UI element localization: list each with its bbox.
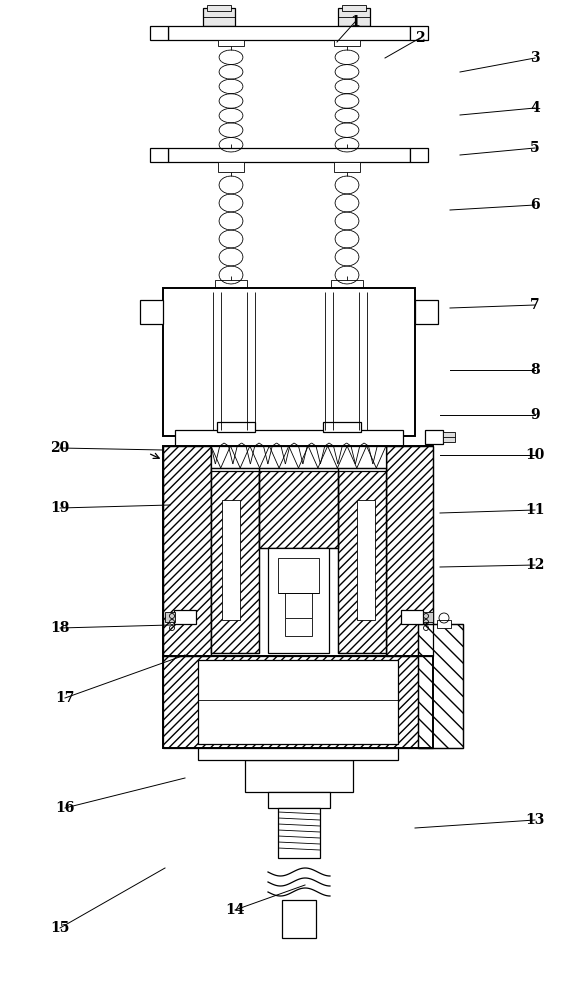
Bar	[163, 288, 415, 436]
Bar	[401, 610, 423, 624]
Bar	[278, 558, 319, 593]
Bar	[410, 148, 428, 162]
Text: 13: 13	[526, 813, 545, 827]
Text: 20: 20	[51, 441, 70, 455]
Text: 10: 10	[526, 448, 545, 462]
Text: 19: 19	[51, 501, 70, 515]
Bar	[168, 148, 410, 162]
Bar	[425, 430, 443, 444]
Bar	[245, 760, 353, 792]
Bar	[338, 468, 386, 653]
Bar	[203, 8, 235, 26]
Bar	[443, 432, 455, 442]
Bar	[211, 468, 259, 653]
Bar	[338, 468, 386, 653]
Text: 9: 9	[530, 408, 540, 422]
Bar	[150, 26, 168, 40]
Text: 1: 1	[350, 15, 360, 29]
Text: 8: 8	[530, 363, 540, 377]
Text: 18: 18	[51, 621, 70, 635]
Text: 2: 2	[415, 31, 425, 45]
Bar	[259, 468, 338, 548]
Bar	[386, 446, 433, 656]
Bar	[357, 500, 375, 620]
Bar	[215, 280, 247, 288]
Bar	[218, 40, 244, 46]
Bar	[415, 300, 438, 324]
Bar	[140, 300, 163, 324]
Bar	[198, 748, 398, 760]
Bar	[163, 446, 433, 656]
Bar	[198, 660, 398, 744]
Bar	[386, 446, 433, 656]
Bar	[338, 8, 370, 26]
Bar	[211, 468, 259, 653]
Bar	[285, 618, 312, 636]
Bar	[150, 148, 168, 162]
Bar	[268, 548, 329, 653]
Bar	[334, 40, 360, 46]
Bar	[163, 446, 211, 656]
Text: 5: 5	[530, 141, 540, 155]
Bar	[168, 26, 410, 40]
Bar	[437, 620, 451, 628]
Bar	[334, 162, 360, 172]
Bar	[174, 610, 196, 624]
Text: 6: 6	[530, 198, 540, 212]
Bar	[418, 624, 463, 748]
Bar	[222, 500, 240, 620]
Bar	[163, 656, 433, 748]
Bar	[259, 468, 338, 548]
Text: 7: 7	[530, 298, 540, 312]
Bar	[342, 5, 366, 11]
Bar	[410, 26, 428, 40]
Text: 4: 4	[530, 101, 540, 115]
Text: 16: 16	[55, 801, 75, 815]
Bar	[163, 656, 433, 748]
Bar	[423, 612, 433, 622]
Text: 15: 15	[51, 921, 70, 935]
Text: 17: 17	[55, 691, 75, 705]
Bar	[418, 624, 463, 748]
Bar	[217, 422, 255, 432]
Bar	[331, 280, 363, 288]
Text: 11: 11	[525, 503, 545, 517]
Bar	[323, 422, 361, 432]
Bar	[268, 792, 330, 808]
Bar	[278, 808, 320, 858]
Text: 3: 3	[530, 51, 540, 65]
Bar	[165, 612, 175, 622]
Bar	[211, 446, 386, 471]
Bar	[163, 446, 211, 656]
Text: 12: 12	[526, 558, 545, 572]
Text: 14: 14	[225, 903, 245, 917]
Bar	[218, 162, 244, 172]
Bar	[211, 446, 386, 468]
Bar	[207, 5, 231, 11]
Bar	[282, 900, 316, 938]
Bar	[175, 430, 403, 446]
